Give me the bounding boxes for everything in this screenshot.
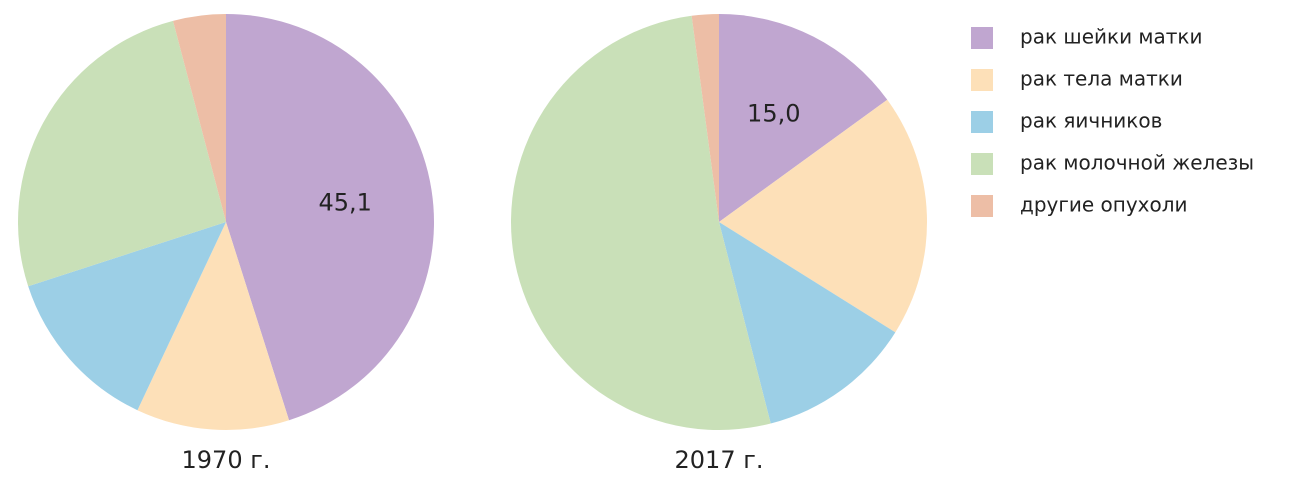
legend-label: другие опухоли <box>1020 193 1188 217</box>
legend-swatch <box>971 153 993 175</box>
legend-swatch <box>971 69 993 91</box>
pie-slice <box>173 14 226 222</box>
pie-slice <box>511 15 771 430</box>
legend-swatch <box>971 111 993 133</box>
pie-slice <box>719 14 888 222</box>
legend-label: рак яичников <box>1020 109 1162 133</box>
legend-label: рак тела матки <box>1020 67 1183 91</box>
pie-title: 1970 г. <box>182 446 271 474</box>
legend-label: рак шейки матки <box>1020 25 1203 49</box>
legend-swatch <box>971 27 993 49</box>
value-label: 45,1 <box>318 189 371 217</box>
pie-slice <box>719 222 896 424</box>
pie-slice <box>17 20 226 287</box>
pie-title: 2017 г. <box>675 446 764 474</box>
legend-swatch <box>971 195 993 217</box>
value-label: 15,0 <box>747 100 800 128</box>
pie-slice <box>719 99 928 333</box>
pie-slice <box>691 14 719 222</box>
pie-slice <box>28 222 227 411</box>
pie-slice <box>137 222 290 431</box>
pie-slice <box>226 14 434 421</box>
legend-label: рак молочной железы <box>1020 151 1254 175</box>
